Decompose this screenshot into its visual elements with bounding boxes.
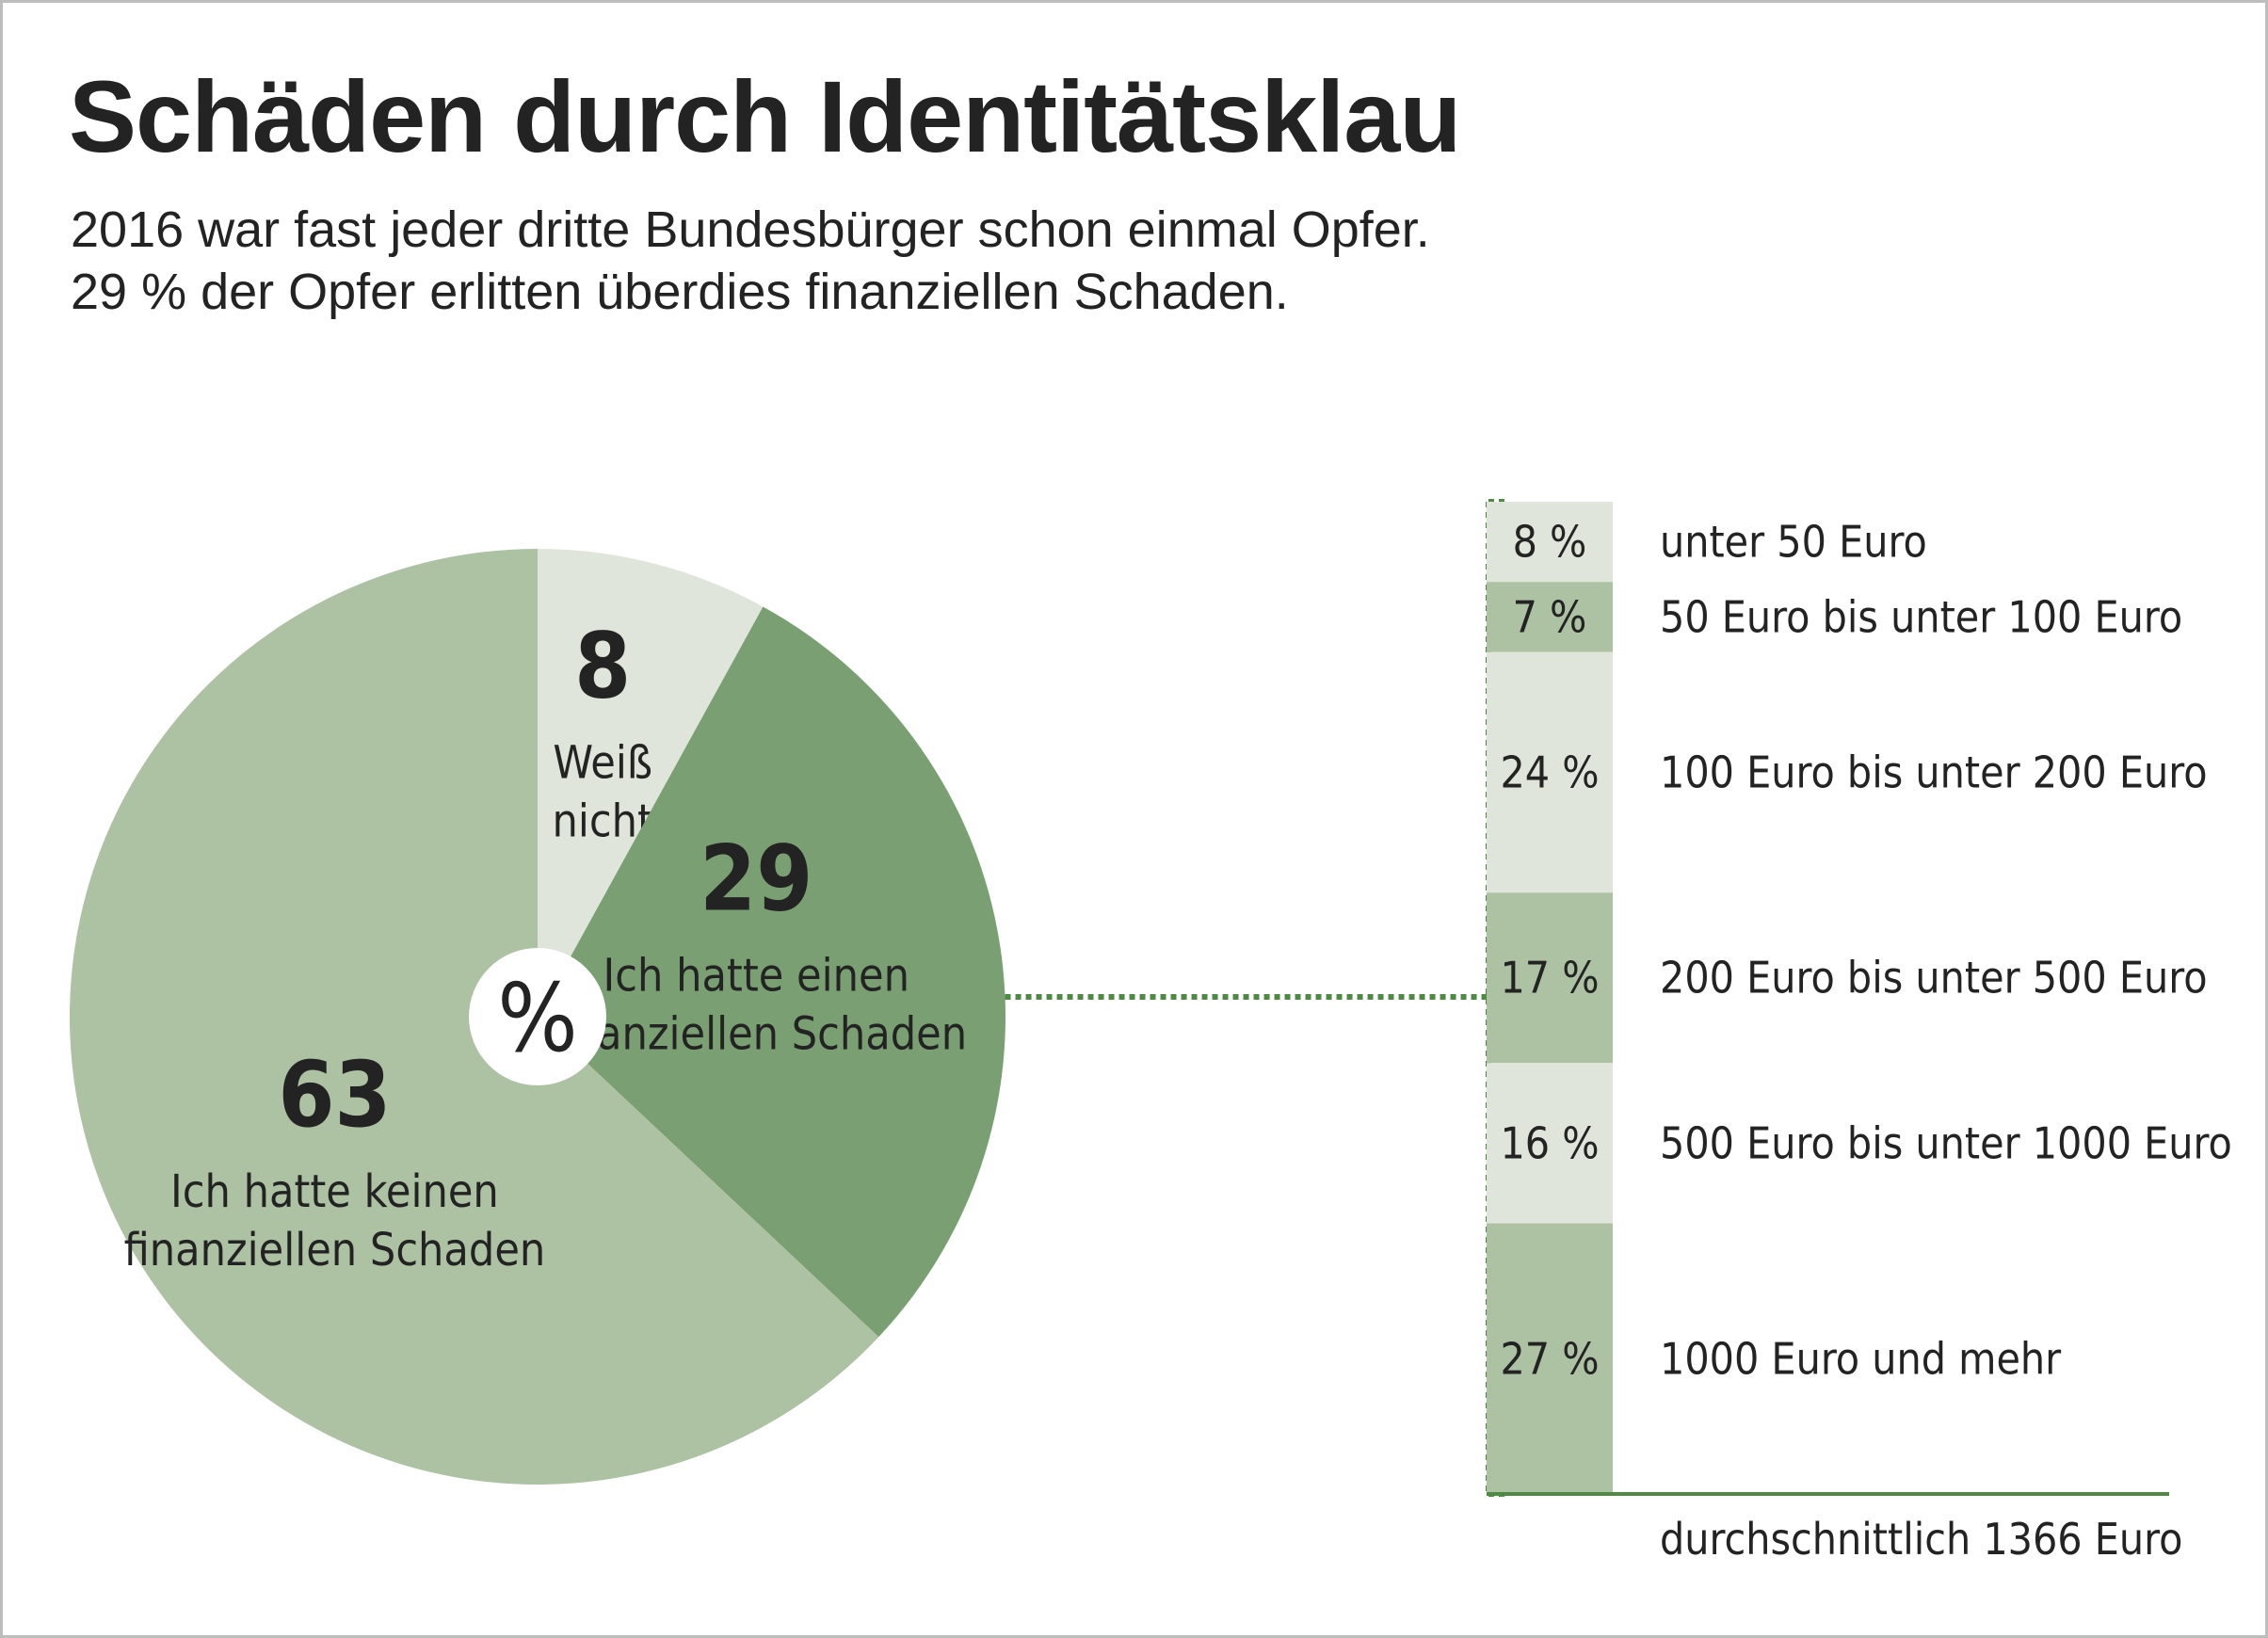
- pie-value-label-2: 63: [278, 1042, 391, 1148]
- chart-subtitle-line-1: 2016 war fast jeder dritte Bundesbürger …: [71, 201, 1430, 258]
- bar-category-label-0: unter 50 Euro: [1660, 517, 1927, 568]
- bar-segment-3: [1487, 892, 1613, 1064]
- pie-category-label-2-1: finanziellen Schaden: [124, 1224, 546, 1277]
- pie-category-label-0-0: Weiß: [553, 736, 652, 789]
- pie-center-label: %: [497, 963, 578, 1073]
- pie-category-label-2-0: Ich hatte keinen: [170, 1165, 499, 1218]
- pie-value-label-1: 29: [700, 827, 812, 932]
- bar-value-label-5: 27 %: [1500, 1333, 1599, 1384]
- bar-category-label-1: 50 Euro bis unter 100 Euro: [1660, 591, 2182, 642]
- pie-center-circle: [469, 948, 606, 1085]
- bar-category-label-5: 1000 Euro und mehr: [1660, 1333, 2062, 1384]
- pie-category-label-1-0: Ich hatte einen: [603, 950, 909, 1003]
- bar-segment-1: [1487, 582, 1613, 652]
- bar-value-label-3: 17 %: [1500, 953, 1599, 1004]
- pie-slice-0: [538, 549, 764, 1017]
- bar-category-label-4: 500 Euro bis unter 1000 Euro: [1660, 1117, 2232, 1168]
- bar-value-label-2: 24 %: [1500, 747, 1599, 797]
- pie-value-label-0: 8: [574, 613, 631, 718]
- pie-slice-1: [538, 606, 1006, 1338]
- bar-value-label-4: 16 %: [1500, 1117, 1599, 1168]
- bar-segment-5: [1487, 1223, 1613, 1494]
- bar-value-label-0: 8 %: [1513, 517, 1587, 568]
- bar-value-label-1: 7 %: [1513, 591, 1587, 642]
- bar-segment-0: [1487, 502, 1613, 583]
- bar-segment-4: [1487, 1063, 1613, 1224]
- bar-footnote: durchschnittlich 1366 Euro: [1660, 1514, 2182, 1565]
- bar-segment-2: [1487, 651, 1613, 893]
- bar-category-label-2: 100 Euro bis unter 200 Euro: [1660, 747, 2208, 797]
- bar-category-label-3: 200 Euro bis unter 500 Euro: [1660, 953, 2208, 1004]
- chart-title: Schäden durch Identitätsklau: [69, 59, 1461, 173]
- chart-subtitle-line-2: 29 % der Opfer erlitten überdies finanzi…: [71, 264, 1289, 320]
- pie-category-label-1-1: finanziellen Schaden: [545, 1008, 967, 1061]
